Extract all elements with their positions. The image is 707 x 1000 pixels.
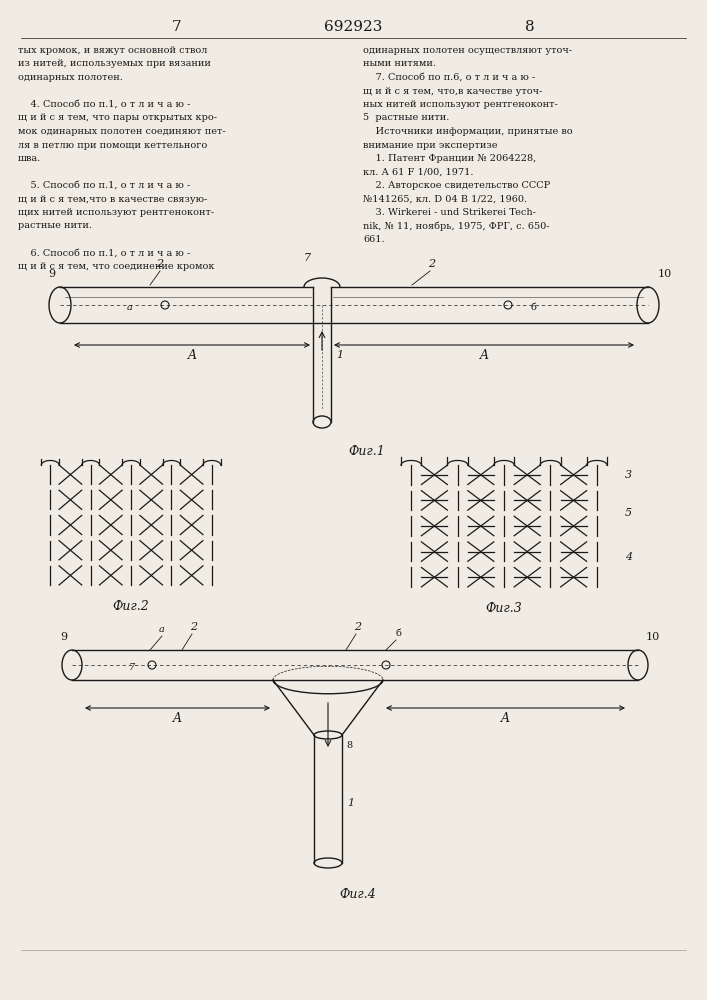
Text: 4: 4 — [625, 552, 632, 562]
Text: 2: 2 — [190, 622, 197, 632]
Text: растные нити.: растные нити. — [18, 222, 92, 231]
Text: 6. Способ по п.1, о т л и ч а ю -: 6. Способ по п.1, о т л и ч а ю - — [18, 248, 190, 257]
Text: A: A — [479, 349, 489, 362]
Text: из нитей, используемых при вязании: из нитей, используемых при вязании — [18, 60, 211, 68]
Text: внимание при экспертизе: внимание при экспертизе — [363, 140, 498, 149]
Text: 3. Wirkerei - und Strikerei Tech-: 3. Wirkerei - und Strikerei Tech- — [363, 208, 536, 217]
Text: №141265, кл. D 04 В 1/22, 1960.: №141265, кл. D 04 В 1/22, 1960. — [363, 194, 527, 204]
Text: 2: 2 — [156, 259, 163, 269]
Text: 4. Способ по п.1, о т л и ч а ю -: 4. Способ по п.1, о т л и ч а ю - — [18, 100, 190, 109]
Text: 5: 5 — [625, 508, 632, 518]
Text: 7: 7 — [173, 20, 182, 34]
Text: щих нитей используют рентгеноконт-: щих нитей используют рентгеноконт- — [18, 208, 214, 217]
Text: 5. Способ по п.1, о т л и ч а ю -: 5. Способ по п.1, о т л и ч а ю - — [18, 181, 190, 190]
Text: шва.: шва. — [18, 154, 41, 163]
Text: a: a — [127, 302, 133, 312]
Text: 1: 1 — [347, 798, 354, 808]
Text: a: a — [159, 625, 165, 634]
Text: 1. Патент Франции № 2064228,: 1. Патент Франции № 2064228, — [363, 154, 536, 163]
Text: б: б — [530, 302, 536, 312]
Text: 10: 10 — [658, 269, 672, 279]
Text: мок одинарных полотен соединяют пет-: мок одинарных полотен соединяют пет- — [18, 127, 226, 136]
Text: щ и й с я тем, что соединение кромок: щ и й с я тем, что соединение кромок — [18, 262, 214, 271]
Text: щ и й с я тем, что пары открытых кро-: щ и й с я тем, что пары открытых кро- — [18, 113, 217, 122]
Text: 5  растные нити.: 5 растные нити. — [363, 113, 450, 122]
Text: A: A — [501, 712, 510, 725]
Text: 2: 2 — [354, 622, 361, 632]
Text: одинарных полотен осуществляют уточ-: одинарных полотен осуществляют уточ- — [363, 46, 572, 55]
Text: 7: 7 — [129, 662, 135, 672]
Text: ными нитями.: ными нитями. — [363, 60, 436, 68]
Text: 7: 7 — [303, 253, 310, 263]
Text: тых кромок, и вяжут основной ствол: тых кромок, и вяжут основной ствол — [18, 46, 207, 55]
Text: 8: 8 — [525, 20, 534, 34]
Text: 9: 9 — [60, 632, 67, 642]
Text: A: A — [187, 349, 197, 362]
Text: ля в петлю при помощи кеттельного: ля в петлю при помощи кеттельного — [18, 140, 207, 149]
Text: одинарных полотен.: одинарных полотен. — [18, 73, 123, 82]
Text: 7. Способ по п.6, о т л и ч а ю -: 7. Способ по п.6, о т л и ч а ю - — [363, 73, 535, 82]
Text: A: A — [173, 712, 182, 725]
Text: Источники информации, принятые во: Источники информации, принятые во — [363, 127, 573, 136]
Text: 10: 10 — [646, 632, 660, 642]
Text: Фиг.1: Фиг.1 — [349, 445, 385, 458]
Text: 1: 1 — [336, 350, 343, 360]
Text: ных нитей используют рентгеноконт-: ных нитей используют рентгеноконт- — [363, 100, 558, 109]
Text: 692923: 692923 — [324, 20, 382, 34]
Text: 661.: 661. — [363, 235, 385, 244]
Text: Фиг.2: Фиг.2 — [112, 600, 149, 613]
Text: 9: 9 — [49, 269, 56, 279]
Text: 3: 3 — [625, 470, 632, 480]
Text: кл. А 61 F 1/00, 1971.: кл. А 61 F 1/00, 1971. — [363, 167, 474, 176]
Text: щ и й с я тем, что,в качестве уточ-: щ и й с я тем, что,в качестве уточ- — [363, 87, 542, 96]
Text: Фиг.4: Фиг.4 — [339, 888, 376, 901]
Text: nik, № 11, ноябрь, 1975, ФРГ, с. 650-: nik, № 11, ноябрь, 1975, ФРГ, с. 650- — [363, 222, 549, 231]
Text: Фиг.3: Фиг.3 — [486, 602, 522, 615]
Text: 8: 8 — [346, 740, 352, 750]
Text: 2. Авторское свидетельство СССР: 2. Авторское свидетельство СССР — [363, 181, 550, 190]
Text: б: б — [395, 629, 401, 638]
Text: щ и й с я тем,что в качестве связую-: щ и й с я тем,что в качестве связую- — [18, 194, 207, 204]
Text: 2: 2 — [428, 259, 436, 269]
